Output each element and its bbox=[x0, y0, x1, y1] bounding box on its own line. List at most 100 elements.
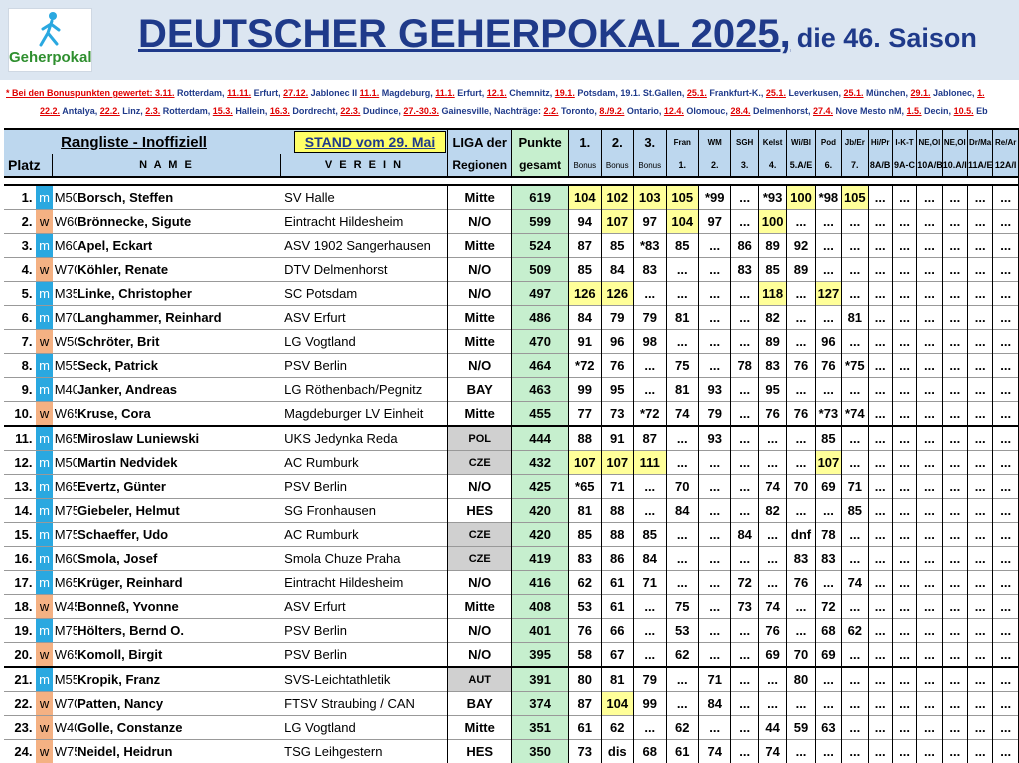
bonus-event-segment: 27.4. bbox=[813, 106, 833, 116]
sex-badge: m bbox=[36, 185, 52, 210]
competition-score: ... bbox=[917, 475, 942, 499]
athlete-name: Smola, Josef bbox=[77, 547, 280, 571]
bonus-score: 88 bbox=[569, 426, 601, 451]
competition-score: ... bbox=[892, 523, 916, 547]
table-row[interactable]: 21.mM55Kropik, FranzSVS-LeichtathletikAU… bbox=[4, 667, 1019, 692]
sex-badge: w bbox=[36, 330, 52, 354]
bonus-event-segment: 8./9.2. bbox=[599, 106, 624, 116]
bonus-score: 91 bbox=[601, 426, 633, 451]
total-points: 524 bbox=[512, 234, 569, 258]
competition-score: ... bbox=[967, 667, 992, 692]
total-points: 470 bbox=[512, 330, 569, 354]
total-points: 420 bbox=[512, 499, 569, 523]
competition-score: *98 bbox=[815, 185, 841, 210]
rank-cell: 7. bbox=[4, 330, 36, 354]
liga-region: Mitte bbox=[448, 234, 512, 258]
geherpokal-logo: Geherpokal bbox=[8, 8, 92, 72]
competition-number: 5.A/E bbox=[787, 154, 815, 177]
bonus-head-1: 1. bbox=[569, 129, 601, 154]
competition-score: ... bbox=[967, 210, 992, 234]
competition-score: 78 bbox=[815, 523, 841, 547]
competition-head: NE,Ol bbox=[917, 129, 942, 154]
competition-score: 70 bbox=[787, 475, 815, 499]
ranking-title: Rangliste - Inoffiziell bbox=[4, 134, 264, 151]
competition-score: ... bbox=[868, 330, 892, 354]
competition-score: ... bbox=[993, 282, 1019, 306]
age-class: W70 bbox=[53, 258, 77, 282]
competition-score: ... bbox=[993, 378, 1019, 402]
liga-region: Mitte bbox=[448, 185, 512, 210]
competition-score: ... bbox=[993, 402, 1019, 427]
competition-score: ... bbox=[868, 378, 892, 402]
bonus-event-segment: 11.1. bbox=[360, 88, 380, 98]
competition-number: 6. bbox=[815, 154, 841, 177]
athlete-name: Köhler, Renate bbox=[77, 258, 280, 282]
age-class: M65 bbox=[53, 571, 77, 595]
bonus-score: 95 bbox=[601, 378, 633, 402]
competition-score: ... bbox=[815, 667, 841, 692]
bonus-event-segment: 25.1. bbox=[843, 88, 863, 98]
club-name: PSV Berlin bbox=[280, 475, 448, 499]
competition-head: WM bbox=[698, 129, 730, 154]
competition-score: ... bbox=[842, 330, 868, 354]
age-class: M55 bbox=[53, 354, 77, 378]
competition-score: 72 bbox=[815, 595, 841, 619]
bonus-score: 84 bbox=[601, 258, 633, 282]
platz-header: Platz bbox=[4, 154, 53, 177]
competition-score: ... bbox=[967, 571, 992, 595]
rank-cell: 24. bbox=[4, 740, 36, 763]
age-class: M65 bbox=[53, 426, 77, 451]
competition-score: 44 bbox=[758, 716, 786, 740]
stand-date: STAND vom 29. Mai bbox=[294, 131, 446, 153]
bonus-event-segment: Olomouc, bbox=[684, 106, 731, 116]
rank-cell: 11. bbox=[4, 426, 36, 451]
competition-score: 74 bbox=[758, 595, 786, 619]
competition-score: ... bbox=[993, 185, 1019, 210]
competition-score: ... bbox=[917, 667, 942, 692]
competition-score: 73 bbox=[731, 595, 758, 619]
rank-cell: 19. bbox=[4, 619, 36, 643]
club-name: DTV Delmenhorst bbox=[280, 258, 448, 282]
table-row[interactable]: 19.mM75Hölters, Bernd O.PSV BerlinN/O401… bbox=[4, 619, 1019, 643]
athlete-name: Janker, Andreas bbox=[77, 378, 280, 402]
competition-score: ... bbox=[666, 330, 698, 354]
competition-score: 84 bbox=[666, 499, 698, 523]
bonus-score: 102 bbox=[601, 185, 633, 210]
competition-score: ... bbox=[868, 692, 892, 716]
competition-score: 70 bbox=[666, 475, 698, 499]
bonus-score: 91 bbox=[569, 330, 601, 354]
rank-cell: 17. bbox=[4, 571, 36, 595]
liga-region: N/O bbox=[448, 643, 512, 668]
bonus-score: 61 bbox=[601, 595, 633, 619]
liga-region: AUT bbox=[448, 667, 512, 692]
competition-score: ... bbox=[758, 667, 786, 692]
rank-cell: 10. bbox=[4, 402, 36, 427]
competition-score: ... bbox=[787, 210, 815, 234]
competition-score: ... bbox=[942, 667, 967, 692]
bonus-score: 86 bbox=[601, 547, 633, 571]
total-points: 432 bbox=[512, 451, 569, 475]
competition-score: ... bbox=[731, 547, 758, 571]
